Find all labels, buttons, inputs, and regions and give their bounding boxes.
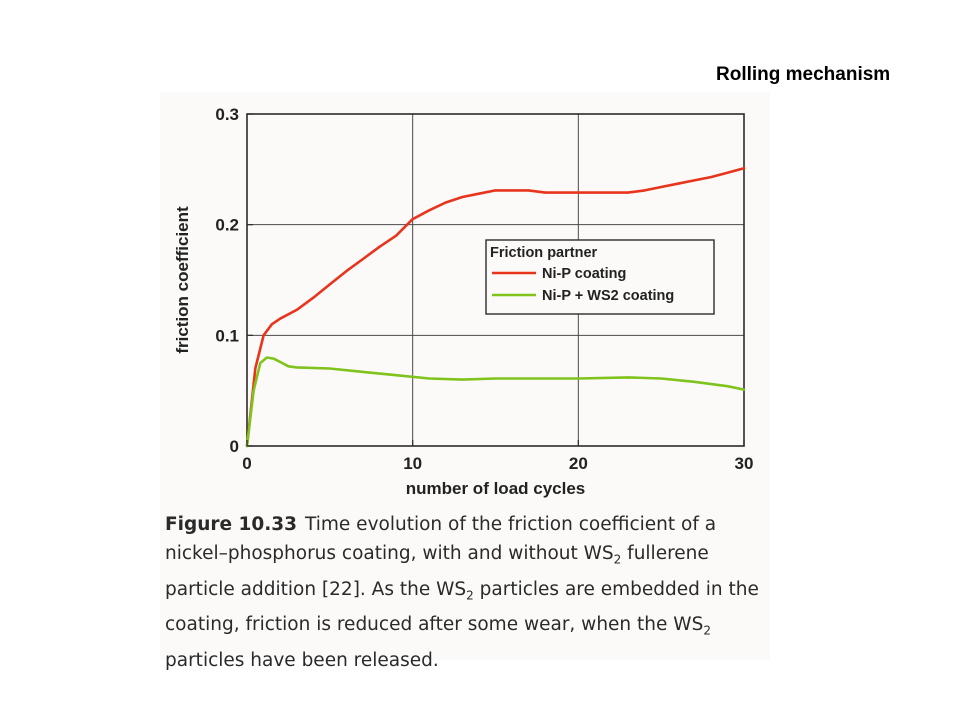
slide-title: Rolling mechanism [716,64,891,85]
legend-label: Ni-P + WS2 coating [542,288,674,304]
x-tick-label: 20 [569,454,588,473]
legend-entries: Ni-P coating Ni-P + WS2 coating [492,266,674,304]
figure-scan: 0 10 20 30 0 0.1 0.2 0.3 number of load cycles … [160,92,770,660]
x-tick-label: 10 [403,454,422,473]
caption-text-2: fullerene particle addition [22]. As the… [165,543,709,600]
legend-box [485,239,715,315]
figure-number: Figure 10.33 [165,514,298,535]
caption-text-4: particles have been released. [165,650,439,672]
caption-sub-1: 2 [613,552,622,567]
series-line-ni-p [245,166,746,448]
legend-label: Ni-P coating [542,266,626,282]
y-tick-label: 0.1 [215,326,239,345]
y-tick-label: 0 [230,437,239,456]
series-line-ni-p-ws2 [245,356,746,448]
legend: Friction partner Ni-P coating Ni-P + WS2 … [485,239,715,315]
y-axis-label: friction coefficient [173,206,192,354]
caption-sub-2: 2 [466,588,474,603]
y-tick-label: 0.2 [215,216,239,235]
x-axis-label: number of load cycles [406,479,586,498]
legend-title: Friction partner [490,245,598,261]
y-tick-label: 0.3 [215,105,239,124]
plot-frame [246,113,745,447]
figure-caption: Figure 10.33 Time evolution of the fricti… [165,510,765,675]
x-tick-label: 0 [242,454,251,473]
caption-sub-3: 2 [703,624,711,639]
series-layer [245,166,746,448]
x-tick-label: 30 [735,454,754,473]
caption-text-1: Time evolution of the friction coefficie… [165,514,717,564]
tick-labels: 0 10 20 30 0 0.1 0.2 0.3 [215,105,753,473]
caption-text-3: particles are embedded in the coating, f… [165,578,759,636]
